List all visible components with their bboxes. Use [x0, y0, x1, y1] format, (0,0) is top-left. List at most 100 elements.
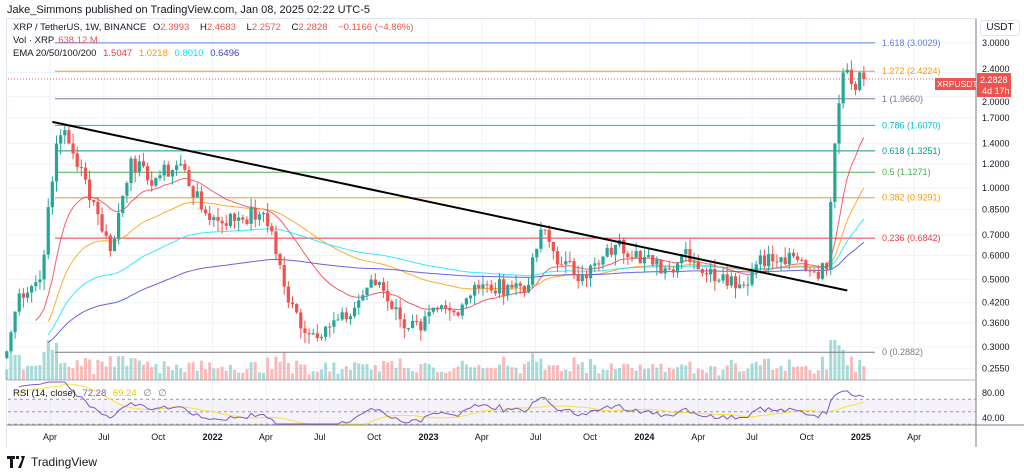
candle-body — [733, 276, 738, 289]
candle-body — [50, 181, 54, 208]
candle-body — [286, 286, 290, 303]
ema50-value: 1.0218 — [138, 48, 168, 59]
candle-body — [9, 332, 13, 352]
volume-bar — [357, 363, 361, 380]
volume-bar — [800, 366, 804, 380]
volume-bar — [742, 371, 746, 380]
candle-body — [83, 167, 88, 180]
volume-bar — [825, 369, 829, 380]
volume-bar — [849, 356, 853, 380]
volume-bar — [613, 368, 617, 380]
candle-body — [75, 153, 79, 168]
candle-body — [191, 186, 195, 198]
candle-body — [485, 284, 489, 286]
candle-body — [787, 252, 791, 265]
candle-body — [295, 304, 299, 313]
candle-body — [63, 130, 67, 136]
volume-bar — [589, 359, 593, 380]
brand-name: TradingView — [31, 455, 98, 469]
candle-body — [791, 252, 796, 257]
volume-bar — [75, 360, 79, 380]
volume-bar — [514, 367, 518, 380]
candle-body — [543, 229, 547, 231]
candle-body — [551, 241, 555, 252]
volume-bar — [208, 362, 212, 380]
ema200-line — [47, 241, 865, 343]
candle-body — [278, 254, 282, 266]
volume-label[interactable]: Vol · XRP — [13, 35, 55, 46]
volume-bar — [79, 365, 83, 380]
time-tick-label: Oct — [799, 432, 814, 442]
price-tick-label: 0.7000 — [982, 230, 1010, 240]
volume-bar — [274, 356, 278, 380]
ema-label[interactable]: EMA 20/50/100/200 — [13, 48, 97, 59]
volume-bar — [791, 366, 795, 380]
volume-bar — [365, 363, 369, 380]
candle-body — [460, 304, 464, 316]
candle-body — [365, 287, 369, 296]
candle-body — [353, 307, 357, 317]
candle-body — [448, 308, 452, 311]
candle-body — [709, 268, 713, 275]
currency-button[interactable]: USDT — [980, 20, 1020, 36]
candle-body — [212, 217, 216, 221]
volume-bar — [67, 366, 71, 380]
volume-bar — [833, 340, 837, 380]
volume-bar — [464, 364, 468, 380]
symbol-legend: XRP / TetherUS, 1W, BINANCE O2.3993 H2.4… — [13, 22, 417, 33]
candle-body — [208, 213, 212, 221]
volume-bar — [568, 371, 572, 380]
price-tick-label: 1.7000 — [982, 113, 1010, 123]
candle-body — [423, 316, 427, 331]
volume-bar — [394, 367, 398, 380]
volume-bar — [816, 370, 820, 380]
candle-body — [394, 307, 398, 310]
volume-bar — [319, 369, 323, 380]
candle-body — [402, 319, 406, 329]
candle-body — [684, 248, 688, 255]
time-tick-label: Jul — [530, 432, 542, 442]
volume-bar — [253, 361, 257, 380]
candle-body — [576, 274, 580, 282]
volume-bar — [531, 353, 535, 380]
rsi-label[interactable]: RSI (14, close) — [13, 388, 76, 399]
candle-body — [626, 253, 630, 258]
candle-body — [336, 319, 340, 321]
volume-bar — [796, 366, 800, 380]
volume-bar — [671, 368, 675, 380]
time-tick-label: Jul — [98, 432, 110, 442]
candle-body — [108, 235, 112, 252]
volume-bar — [13, 354, 17, 380]
open-value: 2.3993 — [160, 22, 190, 33]
volume-bar — [713, 366, 717, 380]
volume-bar — [386, 362, 390, 380]
time-tick-label: 2025 — [851, 432, 871, 442]
volume-bar — [307, 374, 311, 380]
candle-body — [688, 248, 692, 263]
volume-bar — [9, 355, 13, 380]
fib-level-label: 1 (1.9660) — [882, 94, 923, 104]
candle-body — [274, 231, 278, 255]
time-tick-label: Oct — [367, 432, 382, 442]
volume-bar — [50, 349, 54, 380]
volume-bar — [245, 369, 249, 380]
volume-bar — [96, 359, 100, 380]
volume-bar — [183, 371, 187, 380]
volume-bar — [771, 369, 775, 380]
rsi-value: 72.28 — [82, 388, 107, 399]
price-tick-label: 0.4200 — [982, 298, 1010, 308]
volume-bar — [295, 360, 299, 380]
volume-bar — [220, 366, 224, 380]
footer-brand: TradingView — [7, 455, 97, 469]
volume-bar — [642, 368, 646, 380]
candle-body — [315, 333, 319, 339]
symbol-name[interactable]: XRP / TetherUS, 1W, BINANCE — [13, 22, 147, 33]
volume-bar — [775, 368, 779, 380]
volume-bar — [535, 361, 539, 380]
candle-body — [38, 279, 42, 283]
candle-body — [473, 284, 477, 296]
volume-bar — [663, 371, 667, 380]
candle-body — [638, 251, 642, 264]
volume-bar — [278, 361, 282, 380]
